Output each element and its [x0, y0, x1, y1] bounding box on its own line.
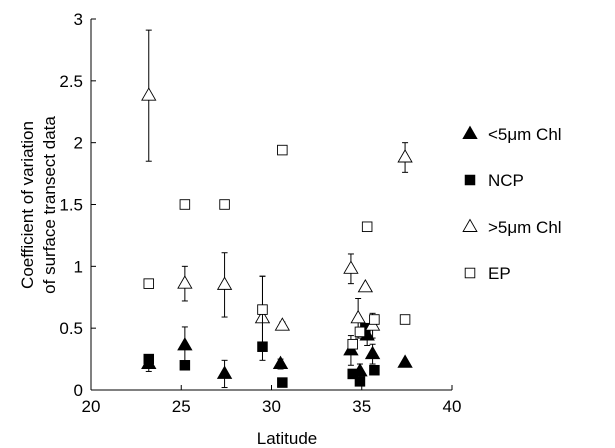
- series-0: [141, 325, 413, 389]
- x-tick-label: 30: [262, 397, 281, 416]
- data-point: [364, 345, 381, 360]
- data-point: [179, 360, 191, 371]
- data-point: [274, 317, 291, 331]
- data-point: [143, 353, 155, 365]
- y-tick-label: 2: [74, 134, 83, 153]
- legend-label: >5μm Chl: [488, 218, 562, 237]
- x-tick-label: 25: [172, 397, 191, 416]
- y-tick-label: 2.5: [59, 72, 83, 91]
- y-tick-label: 0.5: [59, 319, 83, 338]
- data-points: [141, 29, 413, 389]
- data-point: [369, 314, 380, 325]
- data-point: [272, 355, 289, 369]
- data-point: [357, 278, 374, 293]
- data-point: [143, 278, 155, 289]
- x-tick-label: 40: [443, 397, 462, 416]
- axes: 20 25 30 35 40 0 0.5 1 1.5 2 2.5 3: [59, 10, 461, 416]
- data-point: [216, 276, 233, 290]
- legend-marker: [462, 218, 478, 232]
- data-point: [277, 144, 288, 156]
- legend-label: NCP: [488, 171, 524, 190]
- legend-label: <5μm Chl: [488, 125, 562, 144]
- y-tick-label: 0: [74, 381, 83, 400]
- data-point: [399, 314, 411, 325]
- y-axis-label-line2: of surface transect data: [40, 116, 59, 294]
- legend-label: EP: [488, 264, 511, 283]
- data-point: [219, 199, 230, 210]
- x-axis-label: Latitude: [257, 429, 318, 448]
- data-point: [141, 87, 157, 101]
- data-point: [354, 326, 366, 338]
- data-point: [354, 376, 366, 387]
- data-point: [343, 260, 359, 274]
- legend-marker: [464, 267, 476, 279]
- series-3: [143, 144, 411, 350]
- x-tick-label: 20: [82, 397, 101, 416]
- data-point: [257, 304, 268, 315]
- data-point: [177, 337, 193, 351]
- legend-marker: [464, 174, 476, 186]
- data-point: [397, 149, 413, 163]
- data-point: [216, 365, 233, 379]
- data-point: [350, 309, 366, 324]
- data-point: [177, 275, 193, 289]
- y-tick-label: 1: [74, 257, 83, 276]
- data-point: [369, 364, 380, 376]
- y-tick-label: 1.5: [59, 196, 83, 215]
- data-point: [179, 199, 191, 210]
- data-point: [397, 354, 413, 368]
- data-point: [347, 368, 358, 380]
- y-tick-label: 3: [74, 10, 83, 29]
- legend: <5μm Chl NCP >5μm Chl EP: [462, 125, 562, 283]
- data-point: [277, 377, 288, 388]
- data-point: [347, 338, 358, 350]
- y-axis-label-line1: Coefficient of variation: [18, 121, 37, 289]
- data-point: [361, 221, 373, 233]
- x-tick-label: 35: [352, 397, 371, 416]
- legend-marker: [462, 125, 478, 139]
- series-2: [141, 29, 413, 361]
